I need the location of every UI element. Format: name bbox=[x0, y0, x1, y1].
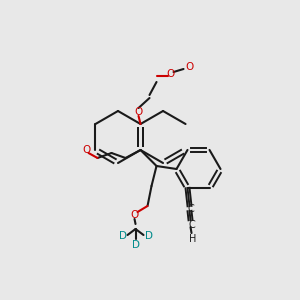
Text: O: O bbox=[185, 62, 194, 72]
Text: O: O bbox=[82, 145, 91, 155]
Text: D: D bbox=[118, 231, 127, 241]
Text: O: O bbox=[134, 107, 142, 117]
Text: O: O bbox=[130, 210, 139, 220]
Text: H: H bbox=[189, 234, 196, 244]
Text: C: C bbox=[188, 220, 195, 230]
Text: O: O bbox=[167, 69, 175, 79]
Text: D: D bbox=[131, 240, 140, 250]
Text: C: C bbox=[187, 204, 194, 214]
Text: D: D bbox=[145, 231, 152, 241]
